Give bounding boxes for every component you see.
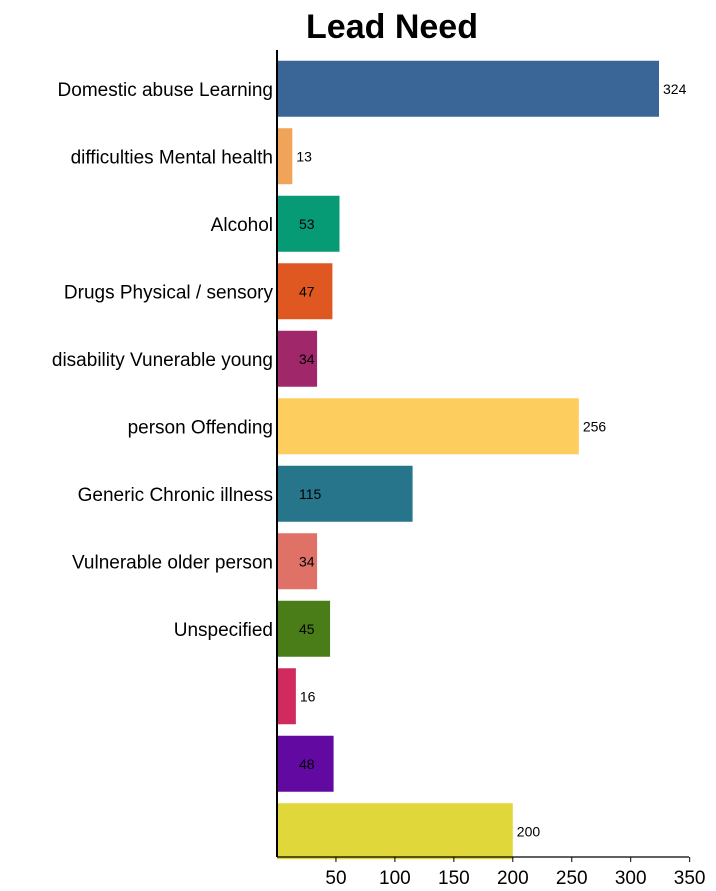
category-label: Vulnerable older person (72, 552, 273, 573)
x-tick-label: 100 (379, 868, 411, 889)
x-tick-label: 50 (325, 868, 346, 889)
category-label: person Offending (128, 417, 273, 438)
data-label: 324 (663, 81, 687, 97)
bar (277, 465, 413, 522)
category-label: Unspecified (174, 620, 273, 641)
data-label: 34 (299, 351, 315, 367)
x-tick-label: 150 (438, 868, 470, 889)
data-label: 45 (299, 621, 315, 637)
bar (277, 600, 331, 657)
data-label: 200 (517, 823, 541, 839)
bars-group (277, 60, 659, 860)
data-label: 256 (583, 418, 607, 434)
value-labels-group: 324 13 53 47 34 256 115 34 45 16 48 200 (296, 81, 686, 840)
bar (277, 195, 340, 252)
x-axis-ticks-group: 50 100 150 200 250 300 350 (325, 857, 706, 889)
bar (277, 533, 318, 590)
bar (277, 398, 579, 455)
x-tick-label: 350 (674, 868, 706, 889)
x-tick-label: 200 (497, 868, 529, 889)
bar (277, 735, 334, 792)
bar (277, 263, 333, 320)
bar (277, 330, 318, 387)
data-label: 16 (300, 688, 316, 704)
category-label: disability Vunerable young (52, 350, 273, 371)
data-label: 13 (296, 148, 312, 164)
category-label: Alcohol (211, 215, 273, 236)
category-labels-group: Domestic abuse Learning difficulties Ment… (52, 80, 274, 641)
x-tick-label: 250 (556, 868, 588, 889)
category-label: Generic Chronic illness (78, 485, 273, 506)
bar (277, 803, 513, 860)
x-tick-label: 300 (615, 868, 647, 889)
data-label: 48 (299, 756, 315, 772)
bar (277, 60, 659, 117)
category-label: Drugs Physical / sensory (64, 282, 274, 303)
category-label: difficulties Mental health (71, 147, 273, 168)
category-label: Domestic abuse Learning (58, 80, 273, 101)
bar (277, 668, 296, 725)
bar (277, 128, 293, 185)
data-label: 115 (299, 486, 322, 502)
data-label: 34 (299, 553, 315, 569)
chart-title: Lead Need (306, 8, 478, 46)
data-label: 53 (299, 216, 315, 232)
data-label: 47 (299, 283, 315, 299)
